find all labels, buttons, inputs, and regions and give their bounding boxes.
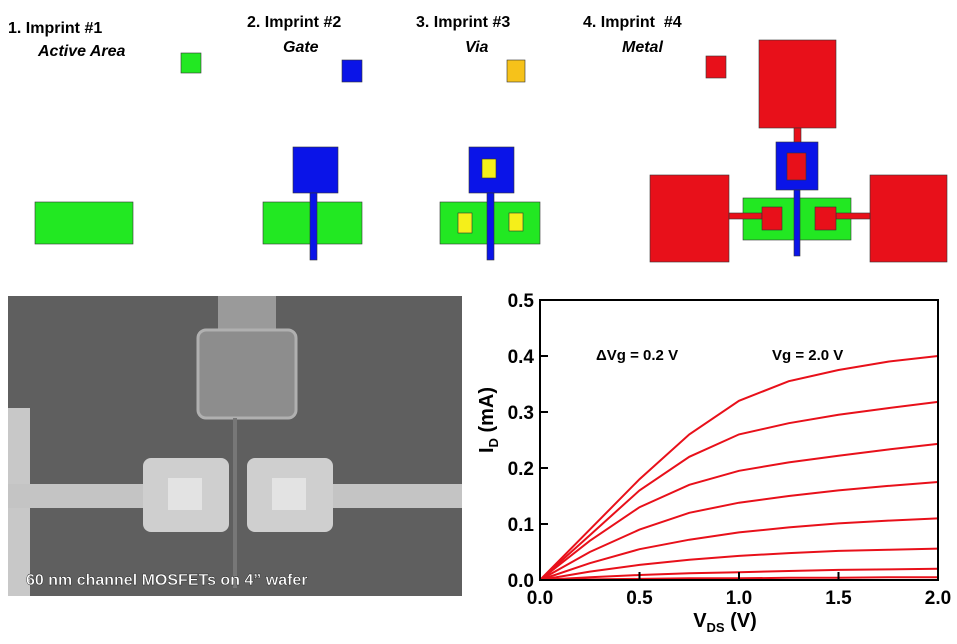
step-label: 4. Imprint #4 bbox=[583, 14, 682, 31]
plot-frame bbox=[540, 300, 938, 580]
step-label: 3. Imprint #3 bbox=[416, 14, 510, 31]
iv-curve bbox=[540, 402, 938, 580]
y-tick-label: 0.2 bbox=[508, 459, 534, 480]
step-name: Via bbox=[465, 39, 489, 56]
annotation: ΔVg = 0.2 V bbox=[596, 347, 678, 364]
y-label-subscript: D bbox=[486, 438, 501, 447]
step-name: Metal bbox=[622, 39, 663, 56]
y-tick-label: 0.1 bbox=[508, 515, 535, 536]
x-label-subscript: DS bbox=[707, 620, 725, 635]
y-label-unit: (mA) bbox=[476, 387, 498, 438]
step-name: Gate bbox=[283, 39, 319, 56]
sem-caption: 60 nm channel MOSFETs on 4” wafer bbox=[26, 572, 308, 589]
step-label: 1. Imprint #1 bbox=[8, 20, 102, 37]
y-tick-label: 0.0 bbox=[508, 571, 534, 592]
x-axis-label: VDS (V) bbox=[693, 610, 757, 635]
figure: 1. Imprint #1 Active Area 2. Imprint #2 … bbox=[0, 0, 957, 639]
y-tick-label: 0.4 bbox=[508, 347, 535, 368]
sem-image: ​ 60 nm channel MOSFETs on 4” wafer bbox=[8, 296, 462, 596]
y-tick-label: 0.3 bbox=[508, 403, 534, 424]
step-name: Active Area bbox=[37, 43, 126, 60]
y-axis-label: ID (mA) bbox=[476, 387, 501, 453]
x-tick-label: 1.5 bbox=[825, 588, 852, 609]
x-label-unit: (V) bbox=[725, 610, 757, 632]
layout-diagrams bbox=[35, 40, 947, 262]
x-tick-label: 1.0 bbox=[726, 588, 752, 609]
iv-curve bbox=[540, 356, 938, 580]
step-label: 2. Imprint #2 bbox=[247, 14, 341, 31]
annotation: Vg = 2.0 V bbox=[772, 347, 843, 364]
iv-curve bbox=[540, 482, 938, 580]
x-tick-label: 2.0 bbox=[925, 588, 951, 609]
x-tick-label: 0.5 bbox=[626, 588, 653, 609]
x-label-symbol: V bbox=[693, 610, 707, 632]
y-tick-label: 0.5 bbox=[508, 291, 535, 312]
